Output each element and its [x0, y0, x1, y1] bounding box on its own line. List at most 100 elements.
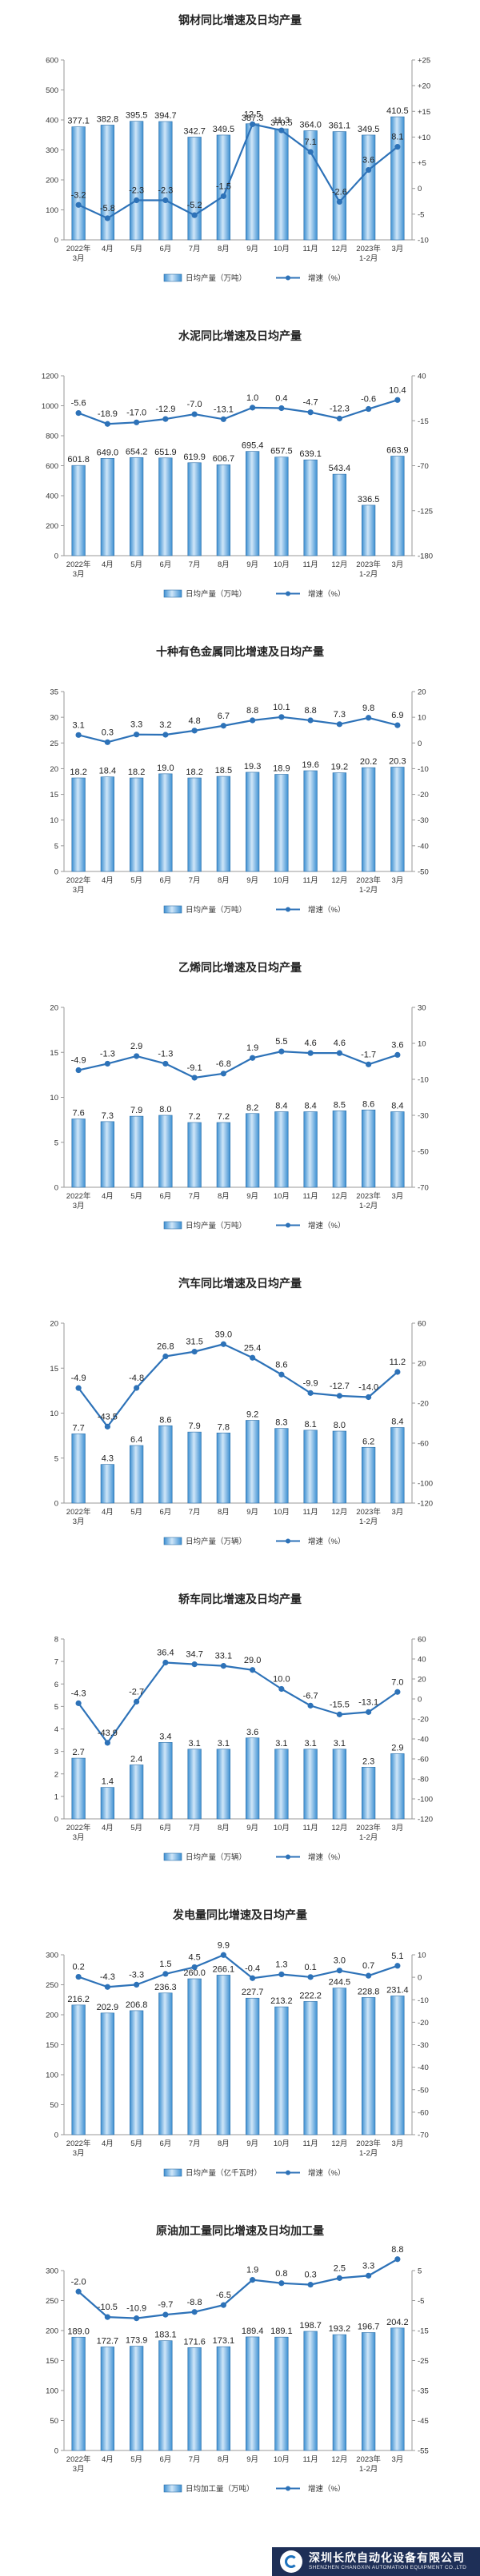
x-tick-label: 9月 [246, 560, 258, 569]
left-tick-label: 5 [54, 1138, 58, 1147]
bar-value-label: 2.9 [391, 1743, 403, 1753]
bar [158, 773, 173, 872]
x-tick-label: 11月 [302, 876, 318, 885]
bar [71, 2336, 86, 2451]
bar-value-label: 173.1 [213, 2336, 235, 2346]
x-tick-label: 5月 [130, 1508, 142, 1517]
x-tick-label: 2022年 [66, 560, 91, 569]
chart-panel: 钢材同比增速及日均产量 0 100 200 300 400 500 600 +25 +20 +15 +… [0, 0, 480, 312]
x-tick-label: 12月 [331, 560, 347, 569]
bar [303, 1749, 318, 1820]
bar [274, 774, 289, 872]
line-value-label: 0.3 [304, 2271, 316, 2280]
x-tick-label: 3月 [73, 254, 85, 263]
legend-bar-label: 日均产量（万辆） [186, 1537, 246, 1546]
bar [361, 1446, 376, 1504]
bar-value-label: 6.4 [130, 1435, 142, 1445]
bar [129, 1445, 144, 1504]
bar-value-label: 8.2 [246, 1103, 258, 1113]
bar [216, 1432, 231, 1504]
bar [274, 1428, 289, 1504]
bar-value-label: 1.4 [102, 1777, 114, 1787]
bar [274, 2006, 289, 2135]
bar [129, 2010, 144, 2135]
line-point [278, 714, 285, 720]
bar-value-label: 189.1 [270, 2327, 293, 2336]
chart-panel: 十种有色金属同比增速及日均产量 0 5 10 15 20 25 30 35 20 10 0 -10 -20… [0, 632, 480, 943]
line-point [162, 1971, 169, 1977]
bar [158, 1992, 173, 2135]
bar-value-label: 349.5 [358, 125, 380, 134]
bar [361, 1109, 376, 1188]
chart-title: 轿车同比增速及日均产量 [178, 1593, 302, 1605]
bar [100, 1121, 115, 1188]
bar [245, 772, 260, 872]
line-value-label: -4.7 [303, 398, 318, 408]
line-value-label: 36.4 [157, 1649, 174, 1658]
bar [187, 777, 202, 872]
right-tick-label: -10 [418, 1996, 429, 2005]
bar-value-label: 663.9 [386, 446, 409, 456]
line-value-label: 1.5 [159, 1960, 171, 1969]
chart-svg: 钢材同比增速及日均产量 0 100 200 300 400 500 600 +25 +20 +15 +… [46, 14, 430, 283]
watermark-name-en: SHENZHEN CHANGXIN AUTOMATION EQUIPMENT C… [309, 2565, 467, 2571]
x-tick-label: 10月 [274, 1192, 290, 1201]
bar-value-label: 3.4 [159, 1732, 171, 1741]
line-point [104, 215, 110, 221]
line-value-label: -10.9 [126, 2304, 146, 2314]
chart-panel: 水泥同比增速及日均产量 0 200 400 600 800 1000 1200 40 -15 -70… [0, 316, 480, 628]
bar [390, 1427, 405, 1504]
left-tick-label: 20 [50, 1004, 58, 1013]
right-tick-label: -30 [418, 816, 429, 825]
line-value-label: 4.6 [304, 1039, 316, 1048]
bar [332, 1430, 347, 1504]
line-point [104, 421, 110, 427]
bar-value-label: 639.1 [299, 449, 322, 459]
line-value-label: 7.0 [391, 1677, 403, 1687]
line-value-label: 12.5 [244, 110, 261, 119]
left-tick-label: 1200 [42, 373, 58, 381]
bar-value-label: 601.8 [67, 455, 90, 465]
left-tick-label: 10 [50, 1410, 58, 1418]
bar-value-label: 3.1 [218, 1739, 230, 1749]
bar-value-label: 8.0 [159, 1105, 171, 1115]
bar-value-label: 349.5 [213, 125, 235, 134]
line-point [366, 166, 372, 173]
bar-value-label: 19.6 [302, 760, 318, 770]
line-value-label: -18.9 [98, 409, 118, 419]
bar-value-label: 18.4 [99, 767, 116, 776]
line-point [134, 2315, 140, 2322]
right-tick-label: -40 [418, 2064, 429, 2072]
line-point [394, 1689, 401, 1695]
x-tick-label: 10月 [274, 876, 290, 885]
bar-value-label: 7.3 [102, 1111, 114, 1121]
bar-value-label: 8.4 [391, 1102, 403, 1111]
x-tick-label: 7月 [189, 2139, 201, 2148]
line-value-label: 0.3 [102, 728, 114, 737]
x-tick-label: 6月 [159, 1824, 171, 1832]
right-tick-label: 30 [418, 1004, 426, 1013]
bar [100, 2012, 115, 2135]
legend-line-marker [286, 275, 290, 281]
legend-bar-label: 日均加工量（万吨） [186, 2484, 254, 2494]
left-tick-label: 35 [50, 688, 58, 697]
line-point [307, 1974, 314, 1980]
right-tick-label: -10 [418, 765, 429, 774]
bar [71, 126, 86, 241]
line-point [75, 1385, 82, 1391]
right-tick-label: -60 [418, 1756, 429, 1765]
line-point [134, 1698, 140, 1705]
left-tick-label: 5 [54, 1454, 58, 1463]
x-tick-label: 6月 [159, 876, 171, 885]
line-point [394, 1963, 401, 1969]
x-tick-label: 3月 [73, 1202, 85, 1210]
left-tick-label: 20 [50, 765, 58, 774]
line-value-label: 25.4 [244, 1343, 261, 1353]
x-tick-label: 3月 [391, 2455, 403, 2464]
line-value-label: -1.3 [158, 1049, 173, 1059]
bar [129, 1115, 144, 1188]
bar-value-label: 18.2 [186, 768, 202, 777]
line-point [191, 1075, 198, 1081]
line-point [134, 1053, 140, 1059]
bar [216, 776, 231, 872]
